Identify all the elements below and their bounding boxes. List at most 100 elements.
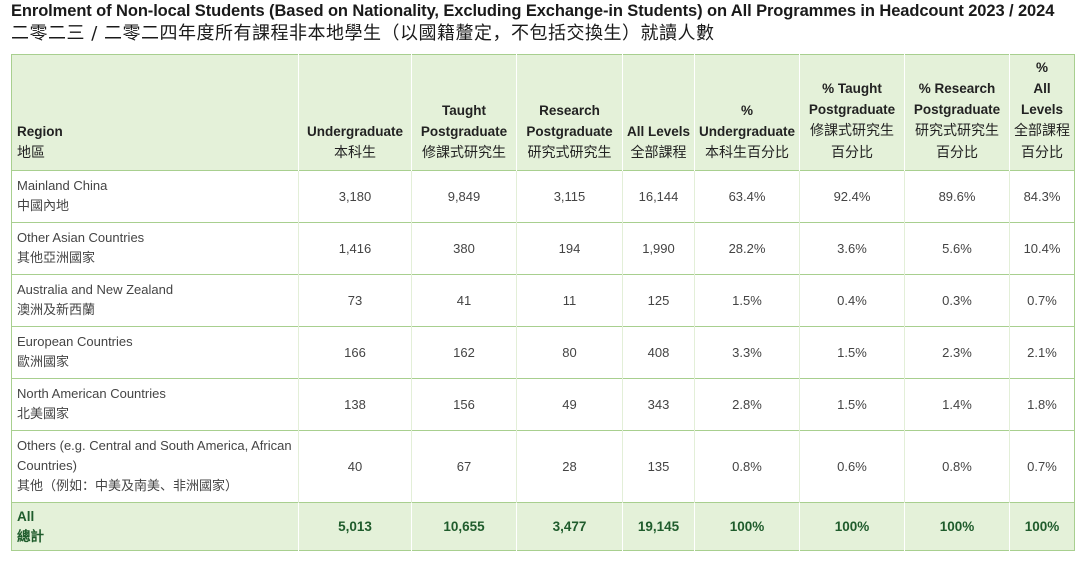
region-cell: Others (e.g. Central and South America, … xyxy=(11,430,299,503)
cell-taught-postgraduate: 162 xyxy=(411,326,517,379)
cell-pct-all-levels: 0.7% xyxy=(1009,430,1075,503)
cell-all-levels: 135 xyxy=(622,430,695,503)
header-zh: 本科生百分比 xyxy=(705,145,789,161)
region-name-zh: 其他（例如：中美及南美、非洲國家） xyxy=(17,479,239,494)
header-pct-all-levels: % All Levels 全部課程 百分比 xyxy=(1009,54,1075,171)
cell-research-postgraduate: 194 xyxy=(516,222,623,275)
region-name-zh: 中國內地 xyxy=(17,199,70,214)
cell-all-levels: 343 xyxy=(622,378,695,431)
header-all-levels: All Levels 全部課程 xyxy=(622,54,695,171)
cell-pct-all-levels: 84.3% xyxy=(1009,170,1075,223)
cell-pct-research-postgraduate: 100% xyxy=(904,502,1010,551)
header-zh: 本科生 xyxy=(334,145,376,161)
table-row: Others (e.g. Central and South America, … xyxy=(11,430,1075,503)
cell-pct-undergraduate: 28.2% xyxy=(694,222,800,275)
header-en: % xyxy=(740,103,753,118)
cell-pct-taught-postgraduate: 100% xyxy=(799,502,905,551)
header-zh: 地區 xyxy=(17,145,45,161)
cell-pct-undergraduate: 2.8% xyxy=(694,378,800,431)
table-body: Mainland China 中國內地 3,180 9,849 3,115 16… xyxy=(11,170,1075,551)
cell-pct-research-postgraduate: 0.3% xyxy=(904,274,1010,327)
cell-undergraduate: 3,180 xyxy=(298,170,412,223)
region-name-en: Other Asian Countries xyxy=(17,230,145,245)
header-zh: 全部課程 xyxy=(630,145,687,161)
cell-all-levels: 16,144 xyxy=(622,170,695,223)
header-en: % Taught xyxy=(822,81,882,96)
header-zh: 研究式研究生 百分比 xyxy=(915,123,999,161)
cell-pct-all-levels: 100% xyxy=(1009,502,1075,551)
header-en: Postgraduate xyxy=(913,102,1001,117)
cell-research-postgraduate: 3,115 xyxy=(516,170,623,223)
cell-undergraduate: 166 xyxy=(298,326,412,379)
cell-pct-research-postgraduate: 5.6% xyxy=(904,222,1010,275)
cell-undergraduate: 40 xyxy=(298,430,412,503)
cell-pct-undergraduate: 0.8% xyxy=(694,430,800,503)
header-taught-postgraduate: Taught Postgraduate 修課式研究生 xyxy=(411,54,517,171)
header-en: Undergraduate xyxy=(698,124,796,139)
cell-all-levels: 125 xyxy=(622,274,695,327)
region-name-en: European Countries xyxy=(17,334,133,349)
header-research-postgraduate: Research Postgraduate 研究式研究生 xyxy=(516,54,623,171)
cell-all-levels: 408 xyxy=(622,326,695,379)
header-zh: 研究式研究生 xyxy=(527,145,612,161)
cell-all-levels: 19,145 xyxy=(622,502,695,551)
cell-pct-taught-postgraduate: 3.6% xyxy=(799,222,905,275)
table-row: European Countries 歐洲國家 166 162 80 408 3… xyxy=(11,326,1075,379)
header-en: All Levels xyxy=(1020,81,1064,117)
cell-taught-postgraduate: 156 xyxy=(411,378,517,431)
header-region: Region 地區 xyxy=(11,54,299,171)
cell-pct-all-levels: 2.1% xyxy=(1009,326,1075,379)
cell-pct-taught-postgraduate: 1.5% xyxy=(799,378,905,431)
cell-pct-all-levels: 10.4% xyxy=(1009,222,1075,275)
header-zh: 全部課程 百分比 xyxy=(1014,123,1070,161)
cell-undergraduate: 5,013 xyxy=(298,502,412,551)
region-cell: Other Asian Countries 其他亞洲國家 xyxy=(11,222,299,275)
table-total-row: All 總計 5,013 10,655 3,477 19,145 100% 10… xyxy=(11,502,1075,551)
cell-pct-research-postgraduate: 2.3% xyxy=(904,326,1010,379)
header-zh: 修課式研究生 百分比 xyxy=(810,123,894,161)
enrolment-table: Region 地區 Undergraduate 本科生 Taught Postg… xyxy=(11,54,1075,551)
header-en: Postgraduate xyxy=(808,102,896,117)
cell-pct-taught-postgraduate: 92.4% xyxy=(799,170,905,223)
header-en: Region xyxy=(17,124,63,139)
header-pct-taught-postgraduate: % Taught Postgraduate 修課式研究生 百分比 xyxy=(799,54,905,171)
table-header-row: Region 地區 Undergraduate 本科生 Taught Postg… xyxy=(11,54,1075,171)
region-name-en: Mainland China xyxy=(17,178,108,193)
table-row: Australia and New Zealand 澳洲及新西蘭 73 41 1… xyxy=(11,274,1075,327)
cell-pct-taught-postgraduate: 0.6% xyxy=(799,430,905,503)
cell-taught-postgraduate: 380 xyxy=(411,222,517,275)
cell-taught-postgraduate: 9,849 xyxy=(411,170,517,223)
cell-research-postgraduate: 80 xyxy=(516,326,623,379)
table-row: North American Countries 北美國家 138 156 49… xyxy=(11,378,1075,431)
cell-undergraduate: 1,416 xyxy=(298,222,412,275)
header-en: All Levels xyxy=(626,124,691,139)
header-en: Undergraduate xyxy=(306,124,404,139)
region-name-zh: 澳洲及新西蘭 xyxy=(17,303,96,318)
cell-pct-undergraduate: 3.3% xyxy=(694,326,800,379)
cell-pct-research-postgraduate: 0.8% xyxy=(904,430,1010,503)
header-pct-undergraduate: % Undergraduate 本科生百分比 xyxy=(694,54,800,171)
cell-research-postgraduate: 3,477 xyxy=(516,502,623,551)
cell-research-postgraduate: 28 xyxy=(516,430,623,503)
title-english: Enrolment of Non-local Students (Based o… xyxy=(11,2,1055,20)
cell-pct-research-postgraduate: 1.4% xyxy=(904,378,1010,431)
cell-undergraduate: 138 xyxy=(298,378,412,431)
region-name-en: All xyxy=(17,508,35,524)
cell-taught-postgraduate: 67 xyxy=(411,430,517,503)
cell-pct-taught-postgraduate: 0.4% xyxy=(799,274,905,327)
table-row: Mainland China 中國內地 3,180 9,849 3,115 16… xyxy=(11,170,1075,223)
cell-pct-undergraduate: 100% xyxy=(694,502,800,551)
region-cell: Australia and New Zealand 澳洲及新西蘭 xyxy=(11,274,299,327)
region-name-zh: 歐洲國家 xyxy=(17,355,70,370)
region-name-zh: 其他亞洲國家 xyxy=(17,251,96,266)
region-name-en: North American Countries xyxy=(17,386,166,401)
region-cell: European Countries 歐洲國家 xyxy=(11,326,299,379)
cell-taught-postgraduate: 41 xyxy=(411,274,517,327)
header-en: Taught xyxy=(442,103,486,118)
region-name-zh: 北美國家 xyxy=(17,407,70,422)
region-cell: North American Countries 北美國家 xyxy=(11,378,299,431)
header-en: % Research xyxy=(918,81,996,96)
header-en: Postgraduate xyxy=(526,124,613,139)
cell-pct-all-levels: 1.8% xyxy=(1009,378,1075,431)
region-cell: All 總計 xyxy=(11,502,299,551)
